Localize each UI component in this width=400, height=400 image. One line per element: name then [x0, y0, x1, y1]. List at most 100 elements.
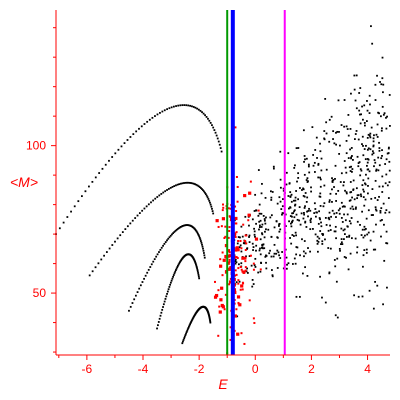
- data-point: [297, 198, 300, 201]
- data-point: [361, 228, 364, 231]
- red-data-point: [235, 246, 239, 250]
- data-point: [257, 169, 260, 171]
- curve-point: [164, 298, 167, 300]
- curve-point: [181, 225, 183, 228]
- curve-point: [176, 183, 179, 186]
- data-point: [235, 261, 238, 264]
- data-point: [380, 157, 383, 160]
- curve-point: [195, 183, 198, 186]
- data-point: [265, 228, 267, 231]
- data-point: [388, 146, 390, 149]
- data-point: [319, 218, 321, 221]
- data-point: [382, 303, 384, 306]
- curve-point: [182, 340, 184, 343]
- data-point: [383, 112, 386, 115]
- curve-point: [207, 198, 210, 200]
- data-point: [357, 295, 360, 298]
- data-point: [372, 152, 375, 154]
- curve-point: [156, 253, 159, 256]
- curve-point: [129, 222, 132, 225]
- data-point: [324, 97, 327, 100]
- data-point: [362, 236, 365, 239]
- curve-point: [156, 196, 159, 198]
- curve-point: [172, 274, 175, 276]
- data-point: [353, 294, 356, 297]
- data-point: [343, 228, 346, 231]
- curve-point: [180, 225, 182, 228]
- data-point: [306, 177, 309, 180]
- data-point: [276, 249, 279, 252]
- red-data-point: [224, 293, 227, 296]
- data-point: [292, 263, 294, 265]
- data-point: [270, 214, 273, 217]
- curve-point: [131, 219, 134, 222]
- curve-point: [163, 109, 166, 112]
- curve-point: [177, 263, 180, 266]
- data-point: [297, 147, 300, 149]
- curve-point: [203, 256, 206, 259]
- data-point: [305, 157, 308, 160]
- data-point: [356, 197, 359, 200]
- data-point: [378, 149, 381, 152]
- data-point: [321, 243, 324, 245]
- curve-point: [138, 212, 141, 214]
- curve-point: [200, 240, 202, 242]
- data-point: [312, 228, 314, 230]
- curve-point: [189, 322, 192, 324]
- data-point: [337, 209, 340, 212]
- data-point: [255, 244, 258, 247]
- data-point: [279, 150, 282, 153]
- data-point: [388, 160, 391, 163]
- data-point: [238, 246, 241, 249]
- data-point: [362, 188, 365, 191]
- data-point: [269, 249, 271, 252]
- curve-point: [189, 323, 191, 326]
- data-point: [341, 205, 344, 208]
- data-point: [365, 144, 367, 147]
- curve-point: [202, 247, 204, 250]
- red-data-point: [219, 258, 222, 261]
- red-data-point: [244, 256, 247, 259]
- data-point: [388, 94, 391, 96]
- data-point: [350, 147, 353, 149]
- curve-point: [126, 139, 129, 141]
- data-point: [342, 205, 345, 208]
- curve-point: [175, 184, 177, 187]
- data-point: [290, 200, 293, 203]
- curve-point: [183, 182, 185, 184]
- data-point: [381, 219, 383, 221]
- data-point: [357, 165, 360, 168]
- data-point: [319, 275, 321, 278]
- curve-point: [146, 120, 149, 123]
- data-point: [366, 168, 369, 171]
- data-point: [341, 221, 344, 223]
- red-data-point: [213, 295, 218, 299]
- curve-point: [216, 137, 219, 140]
- red-data-point: [234, 269, 237, 272]
- data-point: [319, 178, 322, 181]
- curve-point: [173, 185, 176, 187]
- red-data-point: [248, 299, 251, 302]
- data-point: [296, 180, 298, 183]
- data-point: [304, 205, 306, 208]
- curve-point: [101, 167, 104, 170]
- data-point: [355, 187, 358, 190]
- data-point: [377, 111, 379, 114]
- data-point: [380, 129, 383, 132]
- curve-point: [123, 142, 126, 145]
- data-point: [295, 147, 298, 150]
- data-point: [248, 234, 251, 237]
- curve-point: [176, 228, 179, 230]
- data-point: [361, 135, 364, 138]
- curve-point: [169, 283, 172, 286]
- curve-point: [179, 260, 182, 263]
- curve-point: [170, 279, 173, 282]
- red-data-point: [242, 223, 245, 226]
- curve-point: [199, 109, 202, 112]
- data-point: [368, 112, 371, 114]
- data-point: [372, 144, 375, 147]
- data-point: [388, 181, 391, 184]
- curve-point: [143, 123, 146, 125]
- data-point: [379, 209, 382, 212]
- curve-point: [116, 237, 119, 240]
